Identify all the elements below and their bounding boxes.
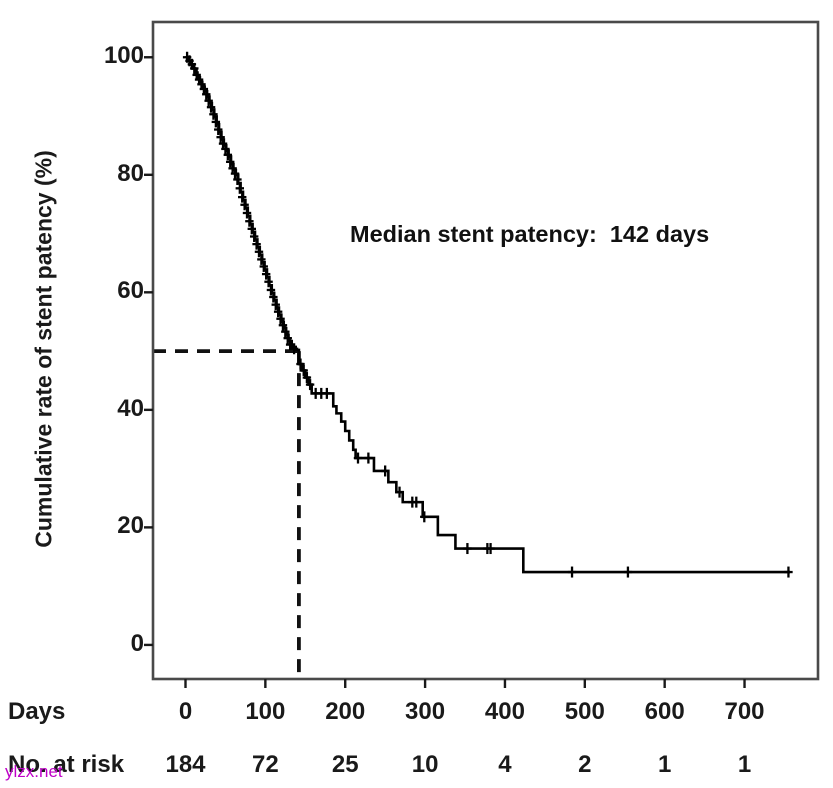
censor-mark xyxy=(261,268,271,280)
censor-mark xyxy=(784,566,793,578)
censor-mark xyxy=(206,101,216,113)
censor-mark xyxy=(226,156,235,168)
censor-mark xyxy=(567,566,577,578)
y-axis-title: Cumulative rate of stent patency (%) xyxy=(30,150,57,548)
y-tick-label: 60 xyxy=(117,277,144,305)
censor-mark xyxy=(259,260,268,272)
censor-mark xyxy=(353,452,363,464)
number-at-risk-value: 184 xyxy=(165,751,206,778)
number-at-risk-value: 25 xyxy=(331,751,359,778)
x-tick-label: 100 xyxy=(245,698,286,725)
x-tick-label: 0 xyxy=(178,698,193,725)
censor-mark xyxy=(202,88,211,100)
survival-curve xyxy=(185,55,791,574)
censor-mark xyxy=(221,143,230,155)
censor-mark xyxy=(249,230,259,242)
censor-mark xyxy=(240,199,249,211)
censor-mark xyxy=(364,452,373,464)
censor-mark xyxy=(209,108,218,120)
censor-mark xyxy=(420,511,429,523)
censor-mark xyxy=(276,313,285,325)
number-at-risk-value: 72 xyxy=(252,751,279,778)
x-tick-label: 700 xyxy=(724,698,765,725)
censor-mark xyxy=(322,387,332,399)
watermark: ylzx.net xyxy=(5,762,63,781)
censor-mark xyxy=(242,207,252,219)
y-tick-label: 100 xyxy=(103,42,144,70)
censor-mark xyxy=(254,246,264,258)
y-tick-label: 40 xyxy=(117,394,144,422)
censor-mark xyxy=(266,284,276,296)
censor-mark xyxy=(395,486,404,498)
censor-mark xyxy=(302,372,312,384)
censor-mark xyxy=(283,332,292,344)
censor-mark xyxy=(264,276,273,288)
y-tick-label: 80 xyxy=(117,159,144,187)
number-at-risk-value: 1 xyxy=(737,751,752,778)
y-tick-label: 20 xyxy=(117,512,144,540)
x-axis-row-label: Days xyxy=(8,698,66,725)
censor-mark xyxy=(216,131,225,143)
x-tick-label: 200 xyxy=(325,698,366,725)
censor-mark xyxy=(204,95,213,107)
censor-mark xyxy=(235,182,245,194)
censor-mark xyxy=(623,566,633,578)
censor-mark xyxy=(211,116,221,128)
censor-mark xyxy=(273,306,283,318)
censor-mark xyxy=(281,326,290,338)
x-tick-label: 600 xyxy=(644,698,685,725)
censor-mark xyxy=(190,62,199,74)
censor-mark xyxy=(380,465,390,477)
censor-mark xyxy=(463,543,472,555)
censor-mark xyxy=(238,191,247,203)
censor-mark xyxy=(296,358,305,370)
number-at-risk-value: 10 xyxy=(411,751,439,778)
censor-mark xyxy=(305,379,315,391)
number-at-risk-value: 1 xyxy=(657,751,672,778)
number-at-risk-value: 4 xyxy=(498,751,512,778)
x-tick-label: 400 xyxy=(484,698,525,725)
censor-mark xyxy=(230,168,240,180)
x-tick-label: 300 xyxy=(405,698,446,725)
censor-mark xyxy=(252,238,261,250)
censor-mark xyxy=(245,215,254,227)
censor-mark xyxy=(269,291,278,303)
censor-mark xyxy=(278,319,288,331)
censor-mark xyxy=(412,496,421,508)
x-tick-label: 500 xyxy=(564,698,605,725)
censor-mark xyxy=(214,124,223,136)
censor-mark xyxy=(289,343,299,355)
censor-mark xyxy=(299,364,308,376)
y-tick-label: 0 xyxy=(130,629,144,657)
plot-border xyxy=(151,20,820,681)
censor-mark xyxy=(247,223,256,235)
censor-mark xyxy=(223,149,233,161)
median-annotation: Median stent patency: 142 days xyxy=(350,221,710,247)
censor-mark xyxy=(271,299,280,311)
censor-mark xyxy=(233,173,242,185)
number-at-risk-value: 2 xyxy=(578,751,592,778)
censor-mark xyxy=(486,543,495,555)
risk-row-label: No. at risk xyxy=(8,751,125,778)
censor-mark xyxy=(257,253,266,265)
